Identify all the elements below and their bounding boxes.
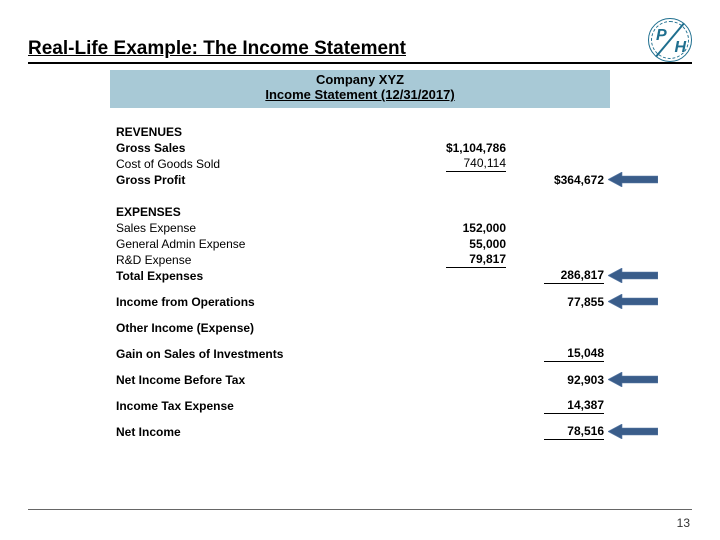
label-gain-investments: Gain on Sales of Investments <box>116 347 408 362</box>
company-name: Company XYZ <box>110 73 610 88</box>
footer-rule <box>28 509 692 510</box>
label-income-ops: Income from Operations <box>116 295 408 310</box>
pointer-arrow-3 <box>608 294 658 309</box>
value-income-ops: 77,855 <box>514 295 604 310</box>
label-tax: Income Tax Expense <box>116 399 408 414</box>
value-sales-exp: 152,000 <box>416 221 506 236</box>
label-nibt: Net Income Before Tax <box>116 373 408 388</box>
page-number: 13 <box>677 516 690 530</box>
value-nibt: 92,903 <box>514 373 604 388</box>
logo-right: H <box>674 39 686 57</box>
label-total-expenses: Total Expenses <box>116 269 408 284</box>
income-statement: Company XYZ Income Statement (12/31/2017… <box>110 70 610 440</box>
logo: P H <box>648 18 692 62</box>
label-net-income: Net Income <box>116 425 408 440</box>
value-gain-investments: 15,048 <box>544 346 604 362</box>
label-other-income: Other Income (Expense) <box>116 321 408 336</box>
label-ga-exp: General Admin Expense <box>116 237 408 252</box>
section-revenues: REVENUES <box>116 125 408 140</box>
label-sales-exp: Sales Expense <box>116 221 408 236</box>
value-rd-exp: 79,817 <box>446 252 506 268</box>
value-cogs: 740,114 <box>446 156 506 172</box>
value-net-income: 78,516 <box>544 424 604 440</box>
logo-left: P <box>656 27 667 45</box>
value-ga-exp: 55,000 <box>416 237 506 252</box>
pointer-arrow-4 <box>608 372 658 387</box>
statement-subtitle: Income Statement (12/31/2017) <box>110 88 610 103</box>
pointer-arrow-2 <box>608 268 658 283</box>
title-row: Real-Life Example: The Income Statement … <box>28 18 692 64</box>
value-gross-profit: $364,672 <box>514 173 604 188</box>
statement-header: Company XYZ Income Statement (12/31/2017… <box>110 70 610 108</box>
label-rd-exp: R&D Expense <box>116 253 408 268</box>
pointer-arrow-1 <box>608 172 658 187</box>
value-tax: 14,387 <box>544 398 604 414</box>
label-cogs: Cost of Goods Sold <box>116 157 408 172</box>
pointer-arrow-5 <box>608 424 658 439</box>
label-gross-sales: Gross Sales <box>116 141 408 156</box>
value-gross-sales: $1,104,786 <box>416 141 506 156</box>
slide-title: Real-Life Example: The Income Statement <box>28 38 406 60</box>
section-expenses: EXPENSES <box>116 205 408 220</box>
value-total-expenses: 286,817 <box>544 268 604 284</box>
label-gross-profit: Gross Profit <box>116 173 408 188</box>
